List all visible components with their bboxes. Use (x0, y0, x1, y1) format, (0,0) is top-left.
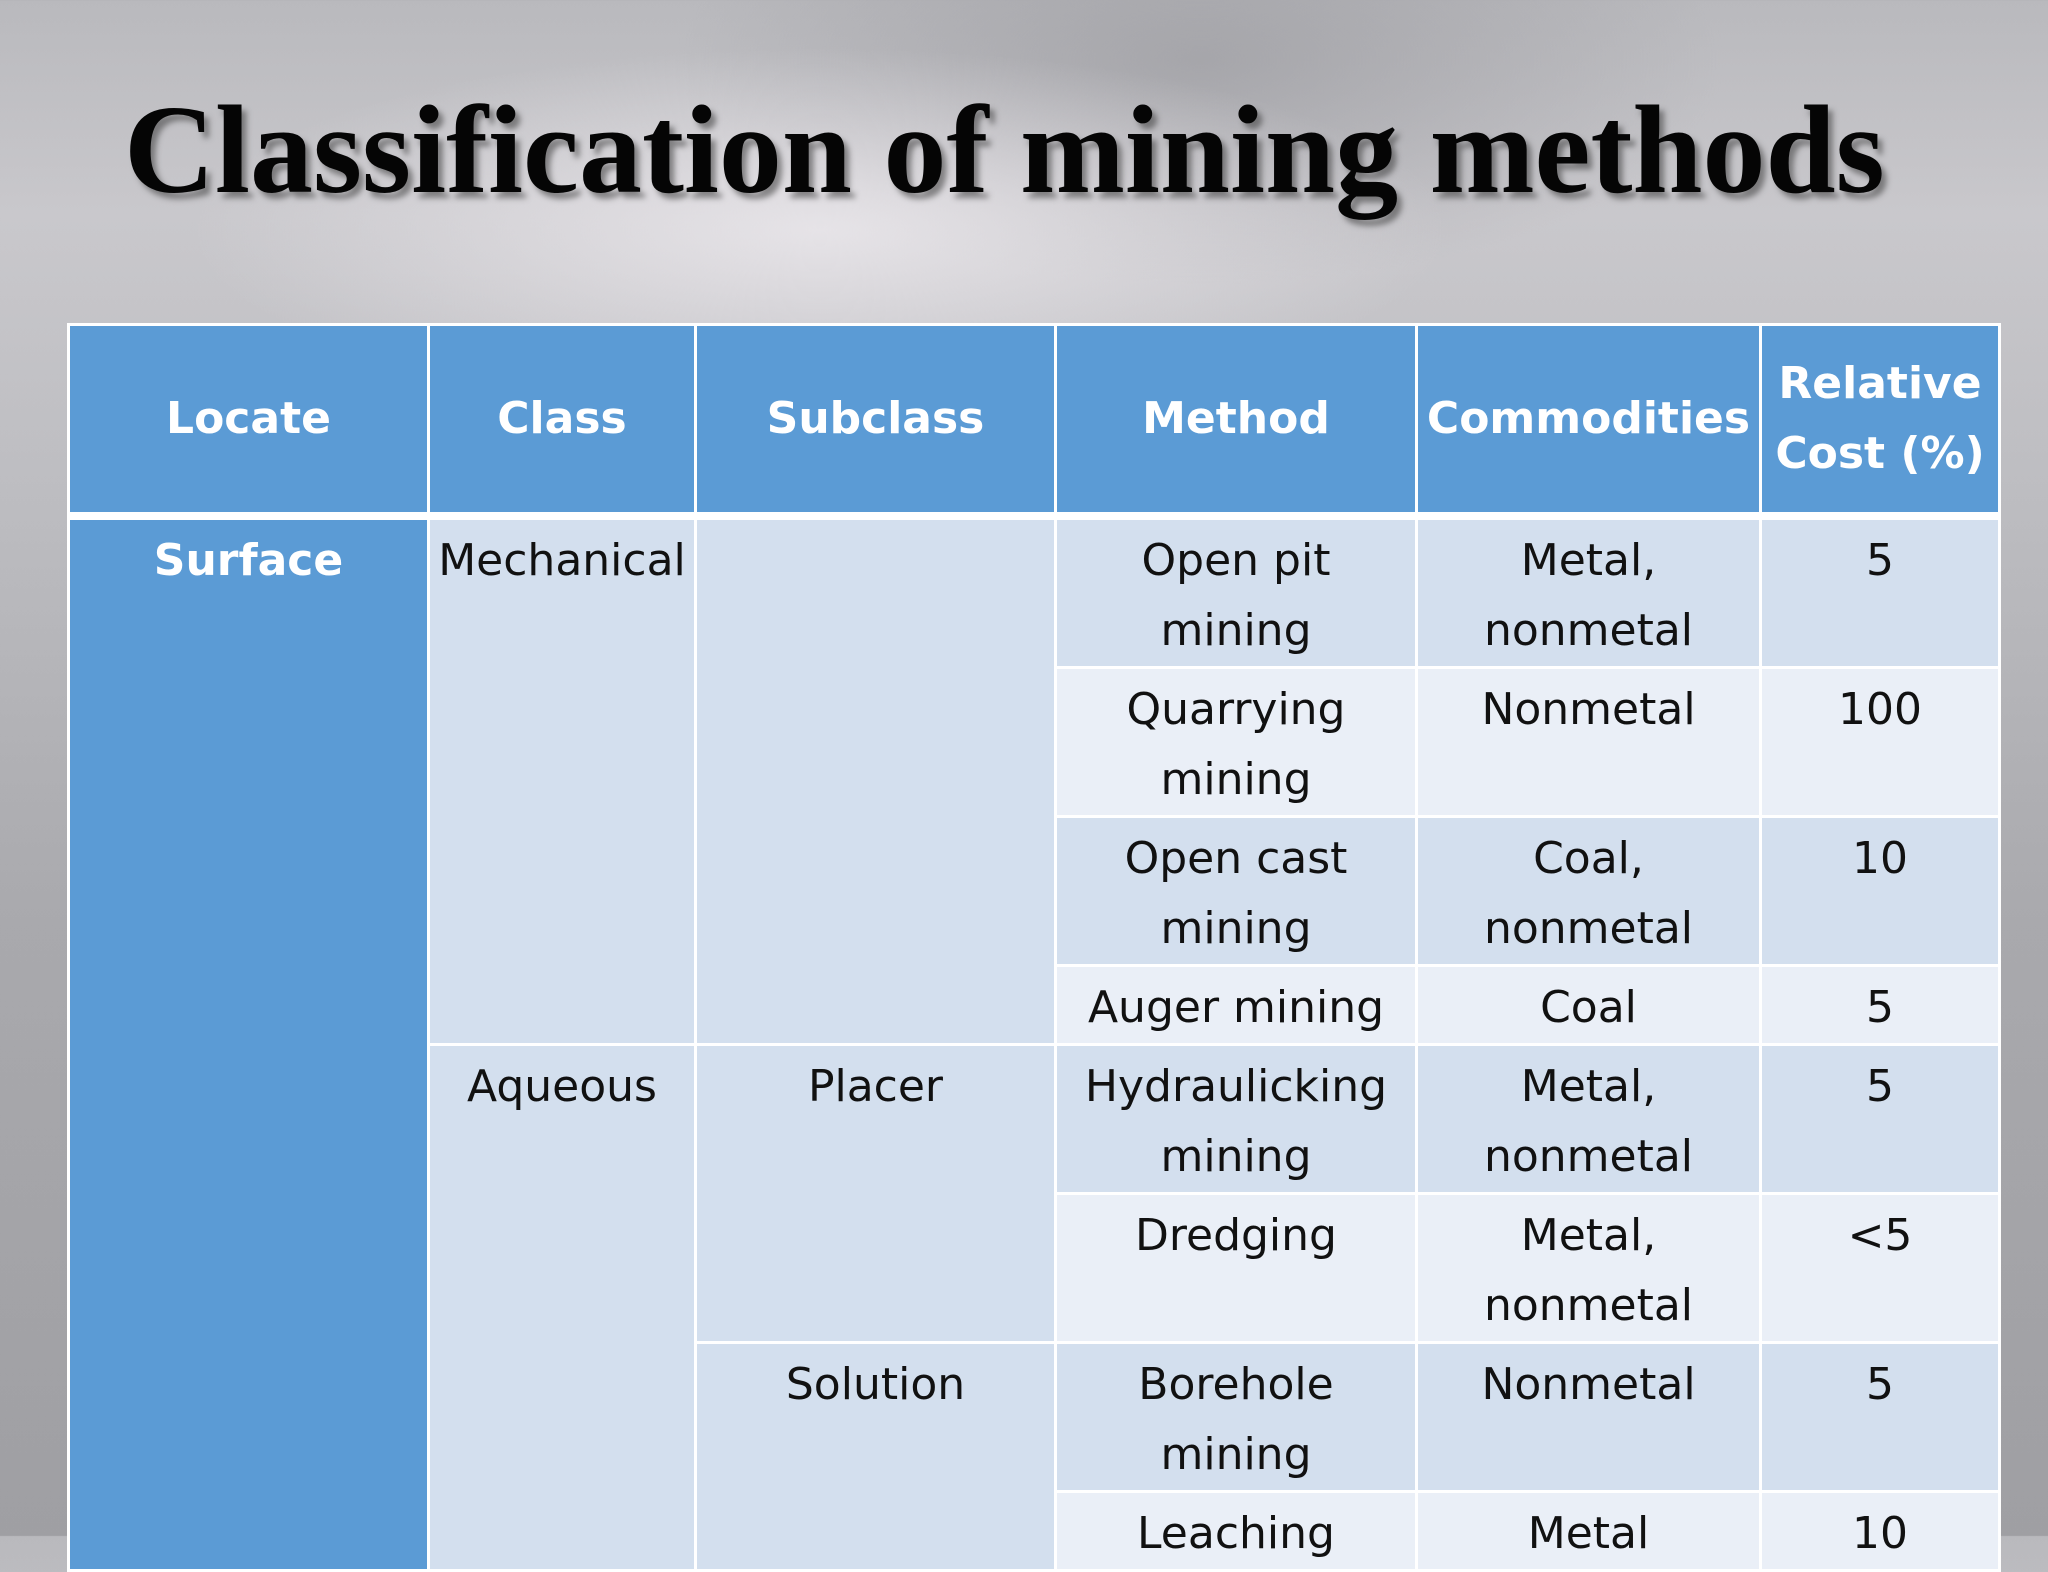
commodities-cell: Nonmetal (1415, 666, 1762, 818)
header-locate: Locate (67, 323, 430, 520)
relative-cost-cell: 5 (1759, 1341, 2001, 1493)
commodities-cell: Nonmetal (1415, 1341, 1762, 1493)
commodities-cell: Coal (1415, 964, 1762, 1046)
method-cell: Quarrying mining (1054, 666, 1418, 818)
table-row: Aqueous Placer Hydraulicking mining Meta… (69, 1043, 2001, 1572)
method-cell: Auger mining (1054, 964, 1418, 1046)
locate-surface-cell: Surface (67, 514, 430, 1572)
relative-cost-cell: 100 (1759, 666, 2001, 818)
commodities-cell: Metal, nonmetal (1415, 1192, 1762, 1344)
commodities-cell: Coal, nonmetal (1415, 815, 1762, 967)
table-row: Surface Mechanical Open pit mining Metal… (67, 514, 2001, 1572)
relative-cost-cell: 5 (1759, 514, 2001, 669)
method-cell: Open pit mining (1054, 514, 1418, 669)
method-cell: Hydraulicking mining (1054, 1043, 1418, 1195)
table-row: Open cast mining Coal, nonmetal 10 (69, 815, 2001, 967)
mining-methods-table-container: Locate Class Subclass Method Commodities… (67, 323, 2001, 1572)
relative-cost-cell: 5 (1759, 1043, 2001, 1195)
table-row: Dredging Metal, nonmetal <5 (69, 1192, 2001, 1344)
header-row: Locate Class Subclass Method Commodities… (67, 323, 2001, 520)
method-cell: Open cast mining (1054, 815, 1418, 967)
method-cell: Leaching (1054, 1490, 1418, 1572)
commodities-cell: Metal, nonmetal (1415, 1043, 1762, 1195)
relative-cost-cell: 10 (1759, 1490, 2001, 1572)
class-aqueous-cell: Aqueous (427, 1043, 697, 1572)
subclass-solution-cell: Solution (694, 1341, 1057, 1572)
method-cell: Dredging (1054, 1192, 1418, 1344)
method-cell: Borehole mining (1054, 1341, 1418, 1493)
header-subclass: Subclass (694, 323, 1057, 520)
table-row: Quarrying mining Nonmetal 100 (69, 666, 2001, 818)
slide-title: Classification of mining methods (124, 81, 1885, 220)
class-mechanical-cell: Mechanical (427, 514, 697, 1046)
commodities-cell: Metal (1415, 1490, 1762, 1572)
subclass-placer-cell: Placer (694, 1043, 1057, 1344)
mining-methods-table: Locate Class Subclass Method Commodities… (67, 323, 2001, 1572)
table-row: Auger mining Coal 5 (69, 964, 2001, 1046)
commodities-cell: Metal, nonmetal (1415, 514, 1762, 669)
header-method: Method (1054, 323, 1418, 520)
header-relative-cost: Relative Cost (%) (1759, 323, 2001, 520)
relative-cost-cell: <5 (1759, 1192, 2001, 1344)
relative-cost-cell: 10 (1759, 815, 2001, 967)
relative-cost-cell: 5 (1759, 964, 2001, 1046)
header-class: Class (427, 323, 697, 520)
header-commodities: Commodities (1415, 323, 1762, 520)
subclass-mechanical-cell (694, 514, 1057, 1046)
